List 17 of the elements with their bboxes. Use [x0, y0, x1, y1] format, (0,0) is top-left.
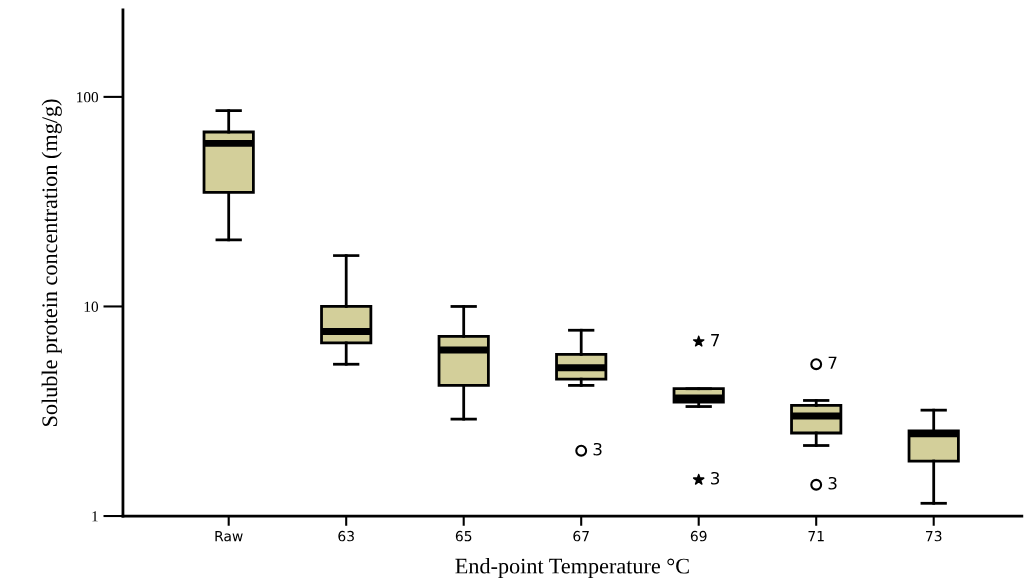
- x-tick-label: 73: [926, 530, 942, 542]
- y-tick-label: 100: [77, 92, 99, 103]
- annotation: 3: [593, 442, 602, 456]
- x-tick-label: 63: [338, 530, 354, 542]
- annotation: 3: [711, 471, 720, 485]
- annotation: 3: [828, 476, 837, 490]
- x-tick-label: 65: [455, 530, 472, 542]
- x-tick-label: 71: [808, 531, 824, 542]
- annotation: 7: [711, 334, 719, 347]
- x-tick-label: Raw: [215, 531, 243, 542]
- x-axis-title: End-point Temperature °C: [455, 557, 689, 579]
- x-tick-label: 69: [690, 530, 707, 542]
- annotation: 7: [828, 356, 837, 369]
- y-tick-label: 10: [84, 301, 99, 312]
- x-tick-label: 67: [573, 530, 589, 542]
- y-tick-label: 1: [92, 511, 98, 522]
- y-axis-title: Soluble protein concentration (mg/g): [41, 99, 62, 426]
